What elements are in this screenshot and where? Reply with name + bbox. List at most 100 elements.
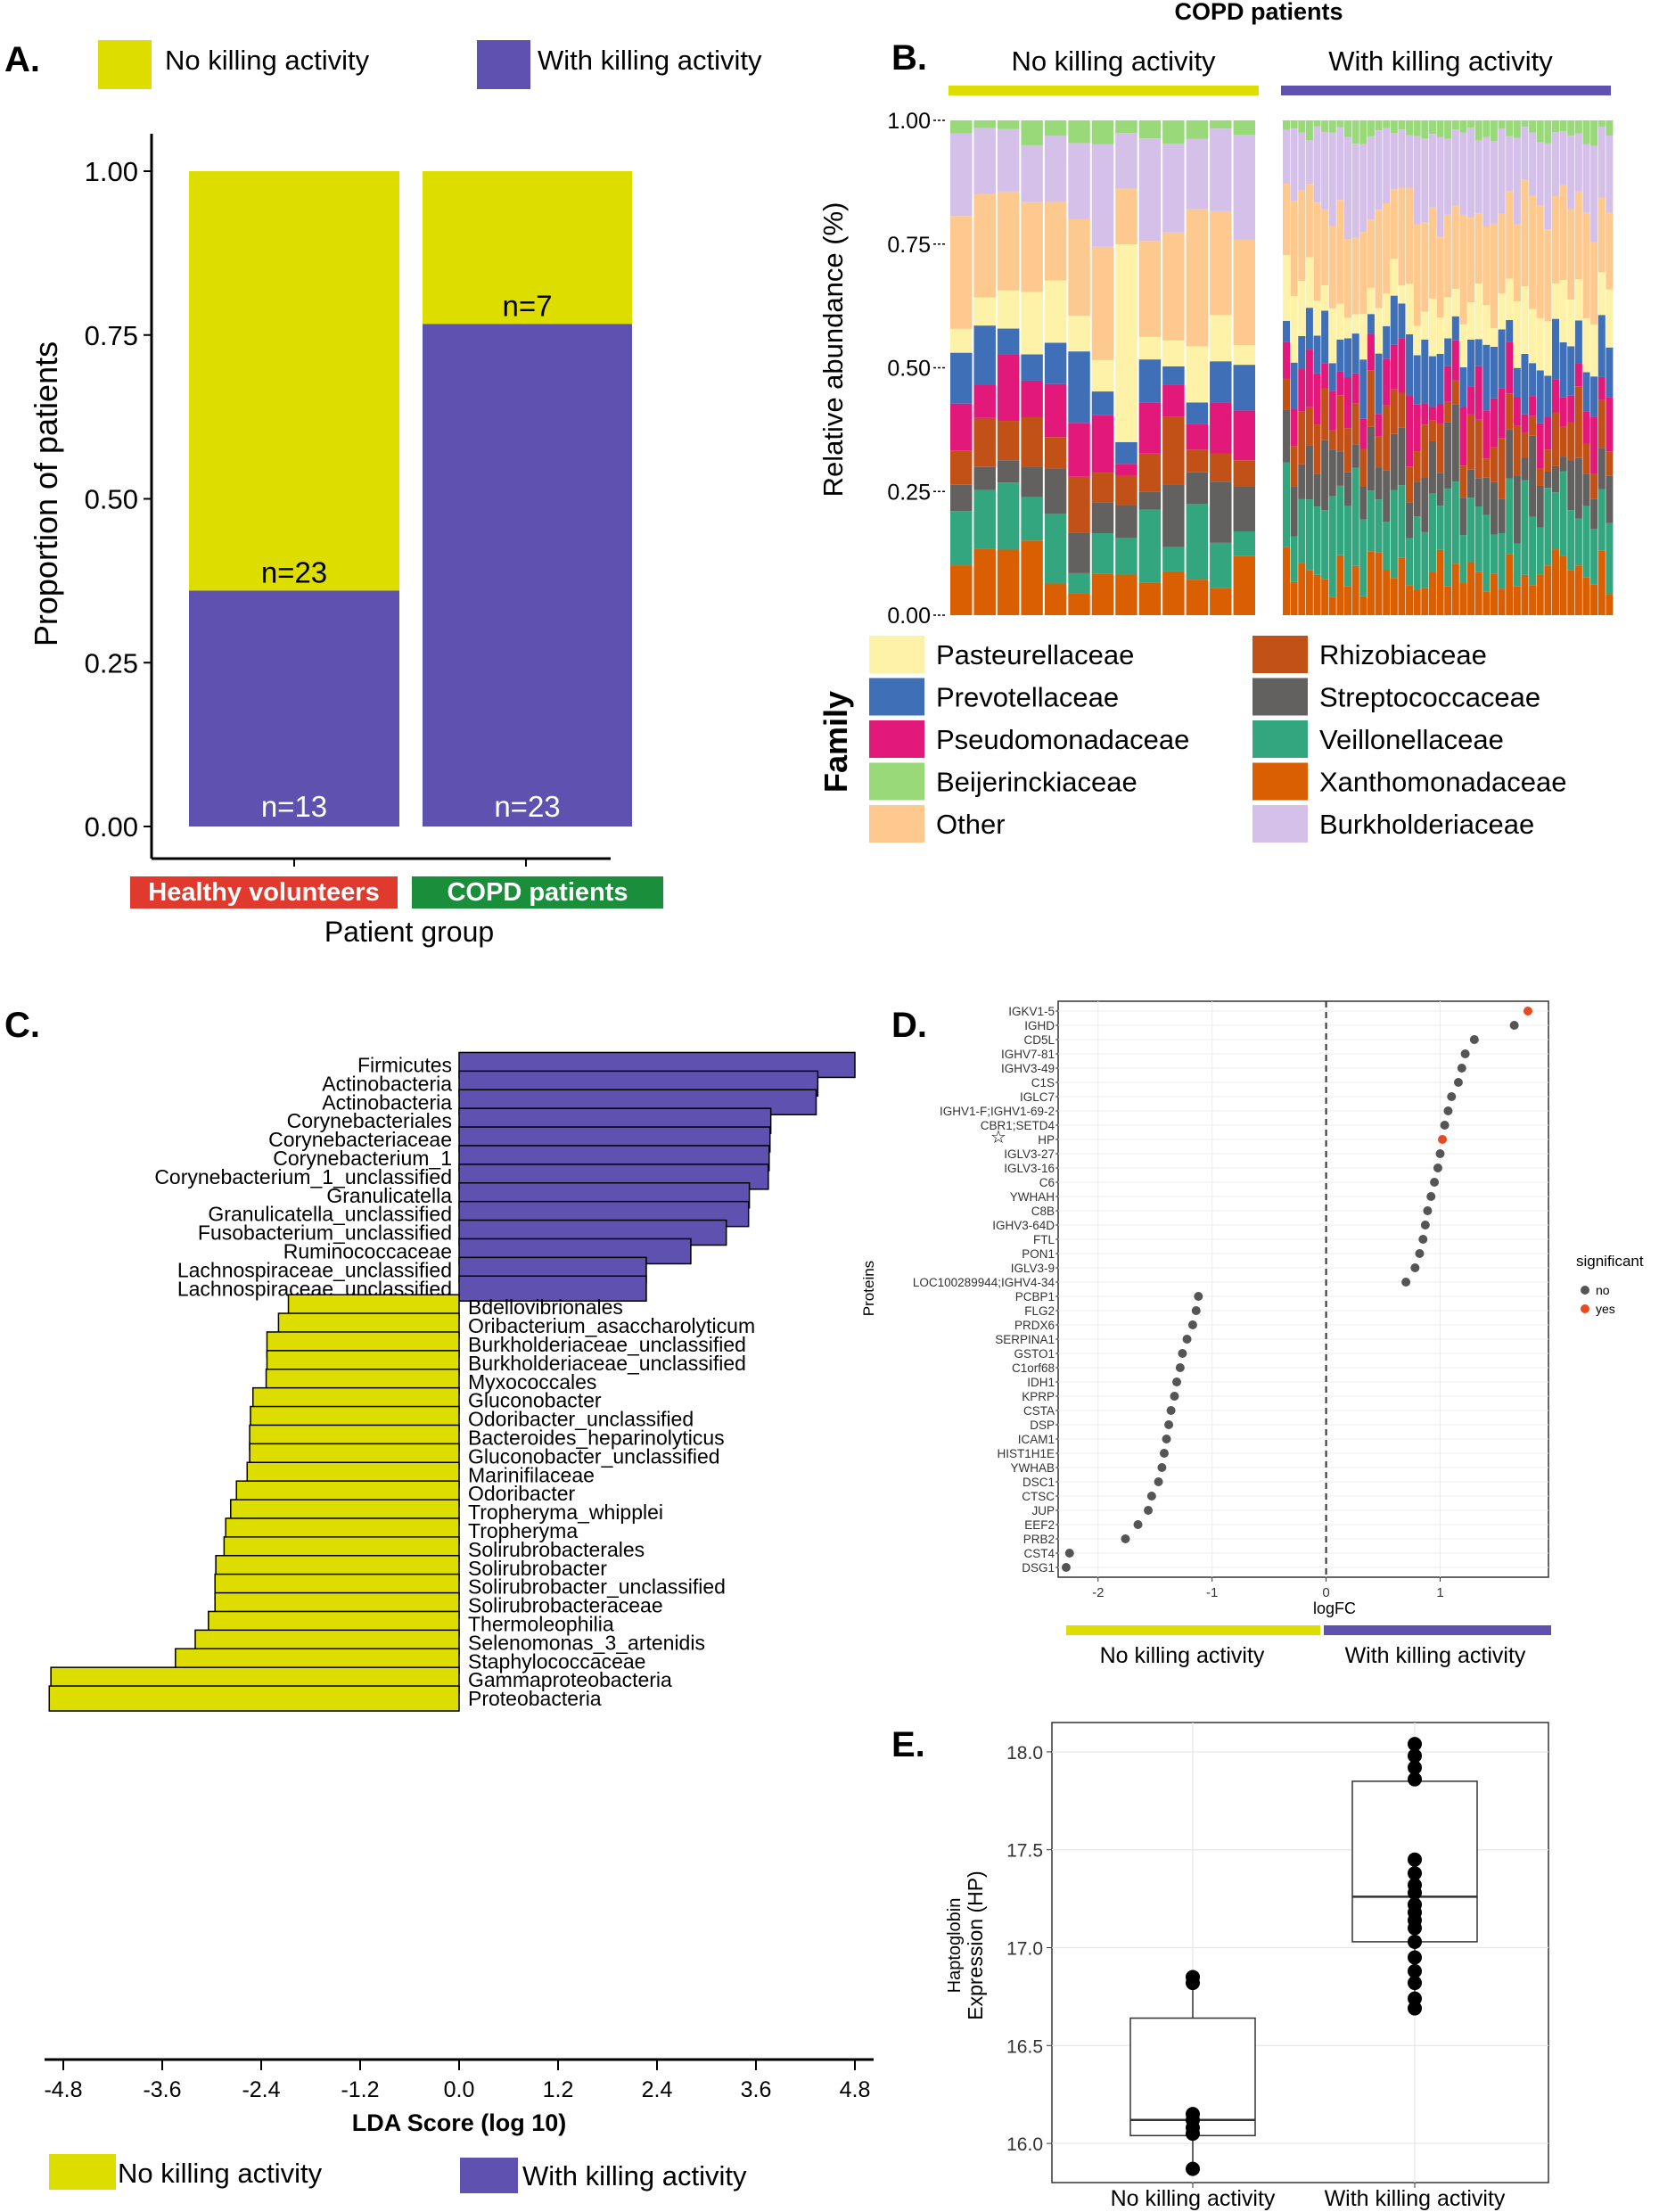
b-stack-segment	[1210, 361, 1232, 403]
b-stack-segment	[1574, 457, 1582, 519]
b-stack-segment	[973, 489, 996, 549]
b-stack-segment	[1474, 506, 1482, 572]
b-stack-segment	[973, 193, 996, 298]
b-stack-segment	[1506, 429, 1514, 479]
b-stack-segment	[1574, 120, 1582, 134]
b-stack-segment	[1506, 120, 1514, 136]
d-protein-label: FLG2	[1024, 1304, 1055, 1318]
c-bar-label: Selenomonas_3_artenidis	[468, 1631, 705, 1654]
panel-b-group-label-no-killing: No killing activity	[1011, 45, 1216, 77]
b-stack-segment	[1210, 588, 1232, 615]
b-stack-segment	[1138, 336, 1162, 360]
c-xtick-label: 0.0	[444, 2077, 475, 2102]
b-stack-segment	[1597, 550, 1606, 615]
b-stack-segment	[1351, 120, 1359, 144]
b-stack-segment	[1498, 329, 1506, 389]
b-stack-segment	[1233, 531, 1255, 556]
b-stack-segment	[1305, 308, 1313, 350]
b-stack-segment	[1305, 140, 1313, 185]
b-stack-segment	[1162, 484, 1185, 547]
b-stack-segment	[1321, 363, 1329, 389]
b-stack-segment	[1328, 496, 1336, 597]
b-stack-segment	[1406, 538, 1414, 586]
b-stack-segment	[1021, 497, 1043, 541]
b-stack-segment	[1506, 136, 1514, 192]
a-bar-no-killing	[423, 171, 632, 325]
b-stack-segment	[1544, 565, 1552, 615]
b-stack-segment	[1298, 563, 1306, 615]
b-stack-segment	[1567, 422, 1575, 461]
b-stack-segment	[1413, 516, 1421, 589]
b-stack-segment	[1444, 338, 1452, 366]
b-stack-segment	[1544, 417, 1552, 450]
b-stack-segment	[1551, 492, 1560, 550]
b-stack-segment	[1529, 308, 1537, 364]
c-bar-label: Bacteroides_heparinolyticus	[468, 1426, 725, 1449]
e-point	[1408, 1886, 1422, 1901]
b-stack-segment	[1559, 555, 1567, 615]
b-stack-segment	[1328, 391, 1336, 431]
b-stack-segment	[1305, 120, 1313, 141]
b-stack-segment	[1298, 498, 1306, 563]
d-protein-label: YWHAB	[1010, 1461, 1055, 1475]
b-stack-segment	[1321, 388, 1329, 440]
b-stack-segment	[1582, 144, 1590, 213]
e-xtick-label: With killing activity	[1325, 2186, 1506, 2211]
c-xtick-label: 3.6	[741, 2077, 772, 2102]
b-stack-segment	[1529, 585, 1537, 615]
b-legend-swatch	[869, 762, 924, 801]
b-stack-segment	[1521, 414, 1529, 432]
b-stack-segment	[1459, 120, 1467, 133]
b-stack-segment	[1398, 303, 1406, 339]
b-legend-swatch	[1252, 762, 1308, 801]
b-stack-segment	[1344, 136, 1352, 240]
b-stack-segment	[1597, 489, 1606, 551]
b-stack-segment	[1398, 485, 1406, 558]
b-stack-segment	[973, 325, 996, 386]
b-stack-segment	[1298, 120, 1306, 133]
panel-d: D. IGKV1-5IGHDCD5LIGHV7-81IGHV3-49C1SIGL…	[860, 1000, 1644, 1668]
b-stack-segment	[1536, 370, 1544, 423]
b-stack-segment	[1390, 389, 1398, 434]
b-stack-segment	[1398, 129, 1406, 188]
e-point	[1408, 2001, 1422, 2016]
b-stack-segment	[1068, 316, 1090, 352]
b-stack-segment	[1375, 414, 1383, 437]
d-protein-label: IGHD	[1024, 1019, 1055, 1032]
c-bar-label: Granulicatella	[326, 1184, 452, 1207]
b-stack-segment	[1451, 129, 1459, 206]
b-stack-segment	[1336, 339, 1344, 372]
b-stack-segment	[1351, 333, 1359, 374]
panel-b-group-bar-no-killing	[949, 86, 1259, 95]
b-stack-segment	[1413, 136, 1421, 225]
b-stack-segment	[1383, 325, 1391, 359]
panel-e-y-label-line1: Haptoglobin	[945, 1898, 965, 1994]
panel-d-legend-dot-no	[1581, 1286, 1589, 1295]
b-stack-segment	[1551, 379, 1560, 413]
b-stack-segment	[1367, 551, 1375, 615]
e-point	[1408, 1920, 1422, 1936]
panel-d-x-label: logFC	[1313, 1599, 1356, 1617]
panel-c-legend-label-no-killing: No killing activity	[118, 2158, 323, 2189]
b-stack-segment	[1398, 338, 1406, 393]
b-stack-segment	[1298, 464, 1306, 499]
b-stack-segment	[1597, 127, 1606, 199]
b-stack-segment	[1467, 120, 1475, 128]
b-stack-segment	[1590, 145, 1598, 243]
b-stack-segment	[1513, 543, 1521, 587]
d-protein-label: PRDX6	[1014, 1319, 1055, 1332]
b-stack-segment	[1344, 472, 1352, 506]
b-stack-segment	[1367, 490, 1375, 552]
b-stack-segment	[1490, 447, 1498, 482]
e-ytick-label: 17.5	[1006, 1841, 1043, 1862]
b-stack-segment	[1313, 120, 1321, 127]
b-stack-segment	[1536, 574, 1544, 615]
b-stack-segment	[1536, 423, 1544, 469]
b-stack-segment	[1375, 552, 1383, 615]
b-stack-segment	[1413, 451, 1421, 482]
b-stack-segment	[1305, 257, 1313, 308]
b-stack-segment	[1328, 430, 1336, 450]
b-stack-segment	[1482, 514, 1491, 592]
b-stack-segment	[1421, 222, 1429, 312]
b-stack-segment	[1351, 467, 1359, 566]
